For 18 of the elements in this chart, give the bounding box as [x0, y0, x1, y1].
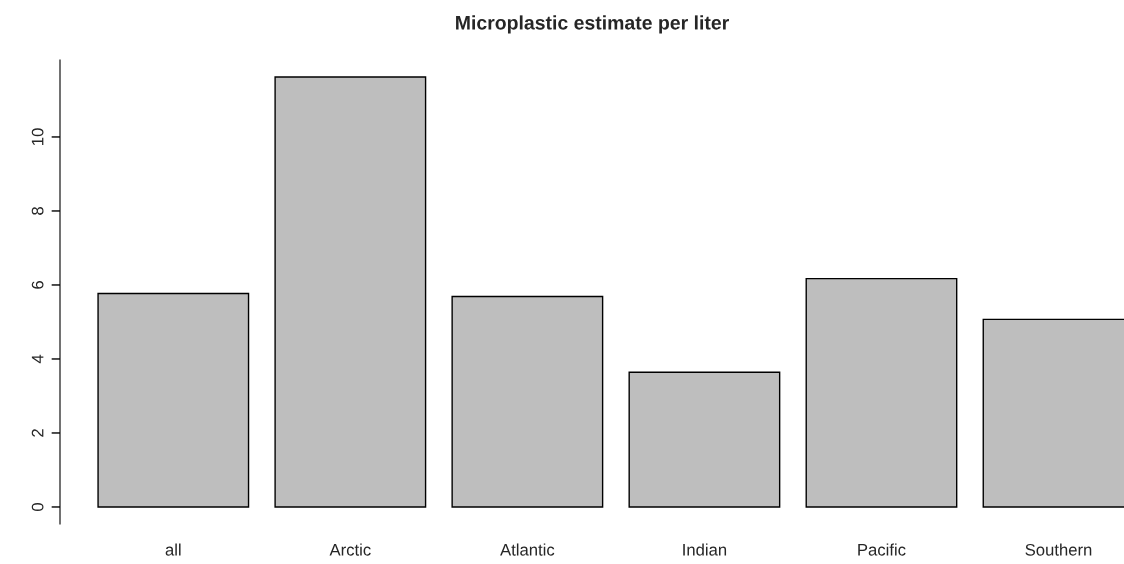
- x-tick-label: Southern: [1025, 543, 1092, 556]
- bar: [97, 292, 250, 508]
- bar: [451, 295, 604, 508]
- y-tick-label: 0: [31, 503, 44, 511]
- y-tick-label: 6: [31, 281, 44, 289]
- x-tick-label: all: [165, 543, 181, 556]
- bar: [274, 76, 427, 508]
- bar: [805, 277, 958, 508]
- bar: [628, 371, 781, 508]
- x-tick-label: Pacific: [858, 543, 906, 556]
- x-tick-label: Atlantic: [500, 543, 555, 556]
- y-tick-label: 10: [31, 128, 44, 145]
- y-tick-label: 8: [31, 207, 44, 215]
- chart-title: Microplastic estimate per liter: [456, 15, 729, 34]
- x-tick-label: Indian: [683, 543, 727, 556]
- x-tick-label: Arctic: [329, 543, 371, 556]
- y-tick-label: 2: [31, 429, 44, 437]
- y-tick-label: 4: [31, 354, 44, 364]
